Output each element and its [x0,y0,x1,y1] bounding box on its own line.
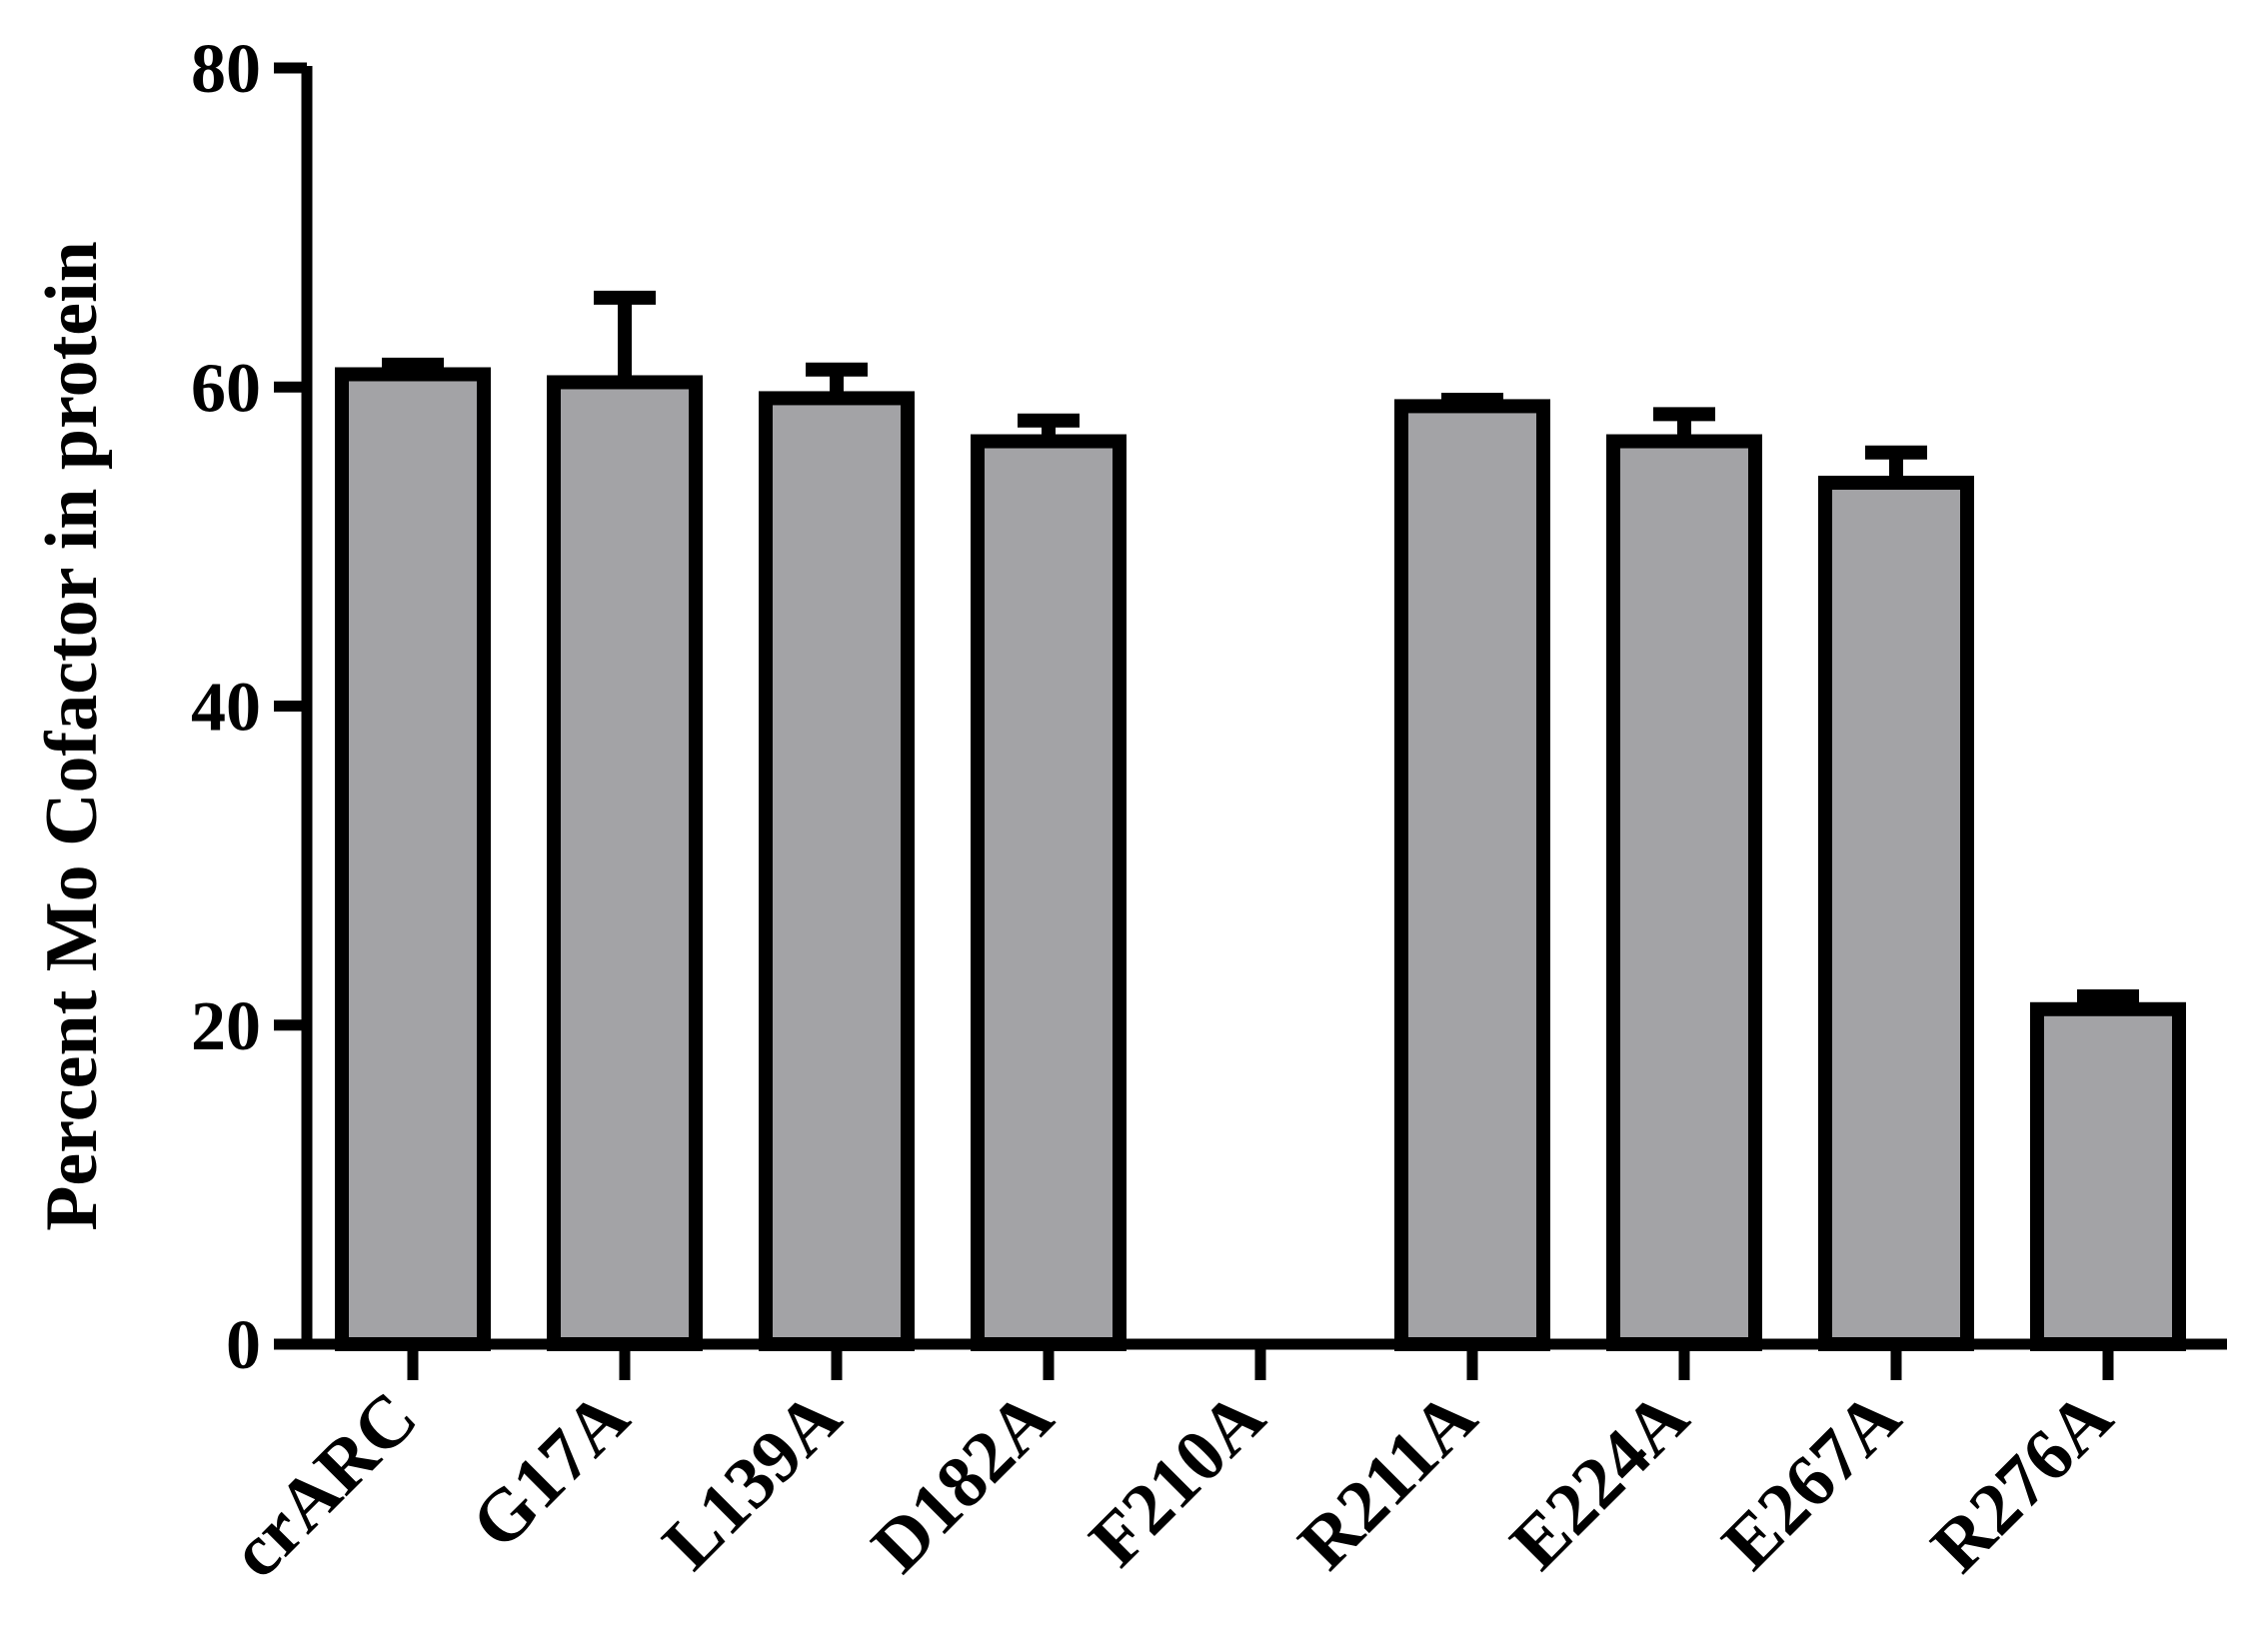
x-tick-label-R211A: R211A [1283,1376,1492,1585]
x-tick-label-L139A: L139A [648,1376,857,1585]
bar-R211A [1394,399,1550,1351]
y-tick-label-0: 0 [226,1307,261,1384]
bar-L139A [759,391,915,1351]
x-tick-label-R276A: R276A [1916,1376,2128,1588]
x-tick-label-E267A: E267A [1707,1376,1916,1585]
x-tick-label-E224A: E224A [1495,1376,1704,1585]
bar-E224A [1606,434,1762,1351]
x-tick-label-D182A: D182A [857,1376,1069,1588]
y-tick-label-60: 60 [191,350,261,427]
bars-layer [335,367,2186,1352]
axes-layer [274,62,2227,1380]
y-axis-title: Percent Mo Cofactor in protein [31,241,113,1231]
bar-G17A [547,375,703,1351]
x-tick-label-F210A: F210A [1075,1376,1280,1582]
error-bars-layer [382,290,2139,1009]
x-tick-label-G17A: G17A [456,1376,645,1565]
y-tick-label-40: 40 [191,670,261,747]
y-tick-label-20: 20 [191,988,261,1065]
bar-crARC [335,367,491,1352]
bar-D182A [971,434,1126,1351]
bar-R276A [2030,1001,2186,1351]
x-tick-label-crARC: crARC [215,1376,433,1594]
y-tick-label-80: 80 [191,31,261,108]
bar-E267A [1818,476,1974,1351]
